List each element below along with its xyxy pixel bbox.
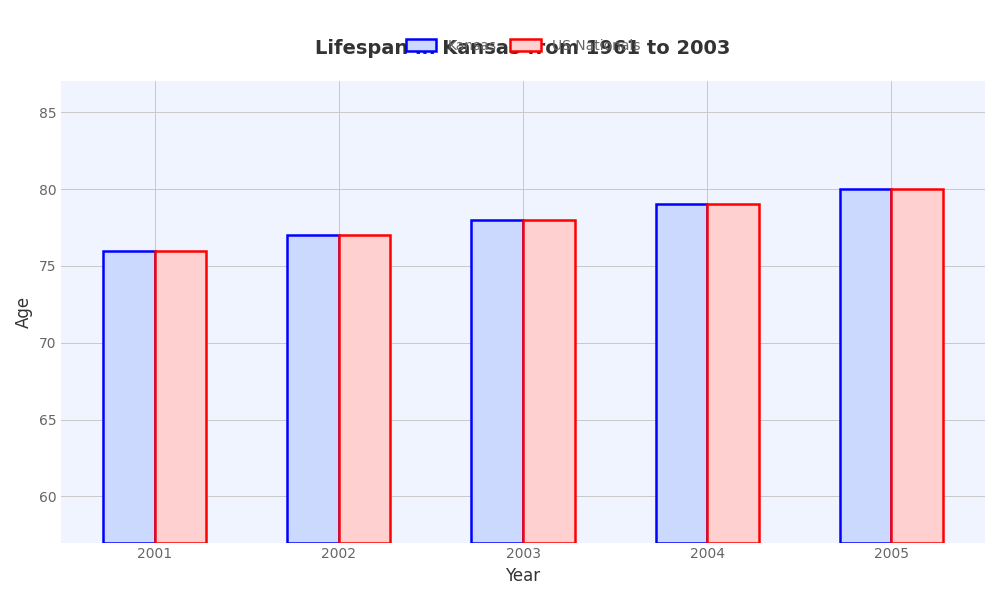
Bar [471, 220, 523, 542]
Bar [840, 189, 891, 542]
Bar [656, 205, 707, 542]
Bar [891, 189, 943, 542]
Bar [339, 235, 390, 542]
Bar [155, 251, 206, 542]
Bar [523, 220, 575, 542]
X-axis label: Year: Year [505, 567, 541, 585]
Bar [707, 205, 759, 542]
Legend: Kansas, US Nationals: Kansas, US Nationals [400, 33, 646, 58]
Y-axis label: Age: Age [15, 296, 33, 328]
Bar [103, 251, 155, 542]
Bar [287, 235, 339, 542]
Title: Lifespan in Kansas from 1961 to 2003: Lifespan in Kansas from 1961 to 2003 [315, 39, 731, 58]
